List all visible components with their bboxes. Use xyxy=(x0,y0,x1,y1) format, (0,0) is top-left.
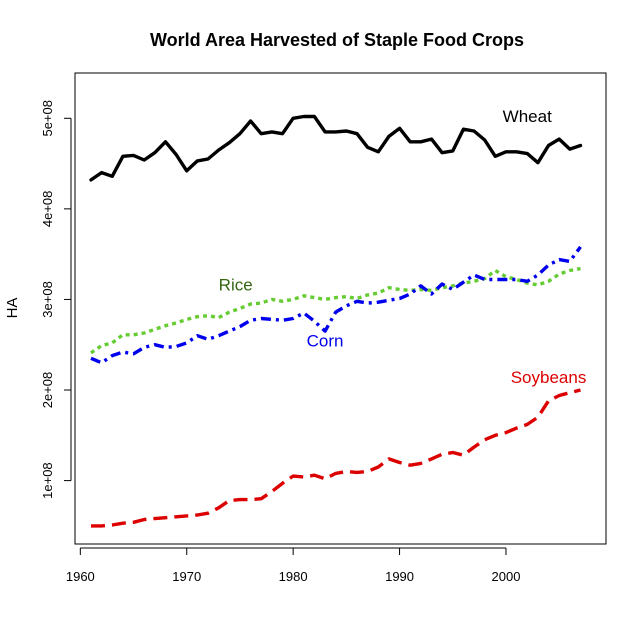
series-label-corn: Corn xyxy=(307,332,344,351)
x-tick-label-2000: 2000 xyxy=(492,569,521,584)
y-axis: 1e+08 2e+08 3e+08 4e+08 5e+08 xyxy=(40,100,72,499)
x-tick-label-1990: 1990 xyxy=(385,569,414,584)
x-tick-label-1960: 1960 xyxy=(66,569,95,584)
series-line-wheat xyxy=(89,114,583,182)
y-tick-label-1: 2e+08 xyxy=(40,372,55,409)
series-labels: Wheat Rice Corn Soybeans xyxy=(219,107,587,387)
chart-title: World Area Harvested of Staple Food Crop… xyxy=(150,30,524,50)
series-line-soybeans xyxy=(91,388,581,528)
x-tick-label-1970: 1970 xyxy=(172,569,201,584)
series-layer xyxy=(89,114,583,528)
x-axis: 1960 1970 1980 1990 2000 xyxy=(66,547,521,584)
y-tick-label-4: 5e+08 xyxy=(40,100,55,137)
x-tick-label-1980: 1980 xyxy=(279,569,308,584)
y-tick-label-3: 4e+08 xyxy=(40,191,55,228)
series-label-soybeans: Soybeans xyxy=(511,368,587,387)
series-label-wheat: Wheat xyxy=(503,107,552,126)
y-tick-label-0: 1e+08 xyxy=(40,462,55,499)
series-line-rice xyxy=(90,266,581,355)
plot-frame xyxy=(74,72,607,545)
y-tick-label-2: 3e+08 xyxy=(40,281,55,318)
series-line-corn xyxy=(90,245,582,365)
y-axis-label: HA xyxy=(4,298,21,319)
series-label-rice: Rice xyxy=(219,275,253,294)
